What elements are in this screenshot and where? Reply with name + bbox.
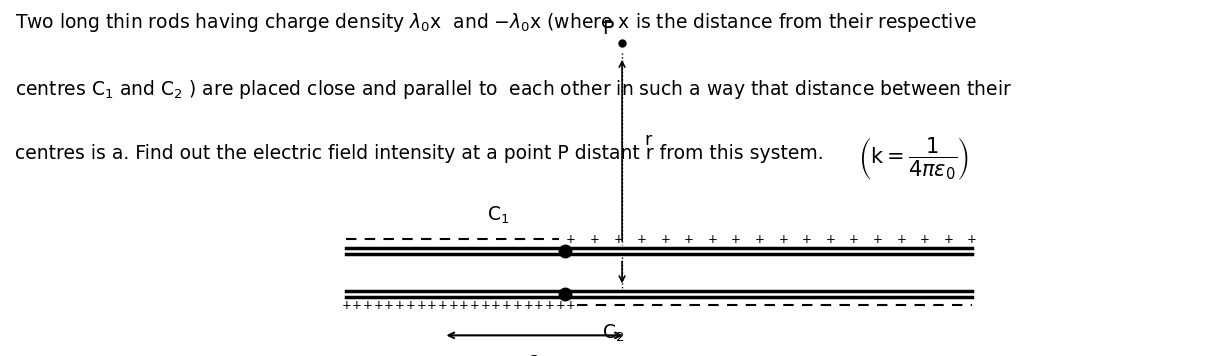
Text: Two long thin rods having charge density $\lambda_0$x  and $-\lambda_0$x (where : Two long thin rods having charge density… bbox=[15, 11, 976, 34]
Text: +: + bbox=[544, 299, 554, 312]
Text: +: + bbox=[363, 299, 373, 312]
Text: +: + bbox=[341, 299, 351, 312]
Text: r: r bbox=[644, 131, 651, 149]
Text: +: + bbox=[384, 299, 394, 312]
Text: +: + bbox=[684, 233, 694, 246]
Text: centres is a. Find out the electric field intensity at a point P distant r from : centres is a. Find out the electric fiel… bbox=[15, 144, 824, 163]
Text: +: + bbox=[406, 299, 416, 312]
Text: +: + bbox=[967, 233, 977, 246]
Text: +: + bbox=[849, 233, 859, 246]
Text: +: + bbox=[944, 233, 954, 246]
Text: +: + bbox=[802, 233, 812, 246]
Text: C$_2$: C$_2$ bbox=[603, 322, 625, 344]
Text: P: P bbox=[601, 19, 614, 38]
Text: +: + bbox=[661, 233, 671, 246]
Text: C$_1$: C$_1$ bbox=[487, 205, 509, 226]
Text: +: + bbox=[614, 233, 623, 246]
Text: +: + bbox=[395, 299, 405, 312]
Text: +: + bbox=[352, 299, 362, 312]
Text: +: + bbox=[731, 233, 741, 246]
Text: +: + bbox=[825, 233, 836, 246]
Text: +: + bbox=[491, 299, 501, 312]
Text: +: + bbox=[555, 299, 565, 312]
Text: +: + bbox=[589, 233, 599, 246]
Text: +: + bbox=[524, 299, 533, 312]
Text: +: + bbox=[470, 299, 480, 312]
Text: +: + bbox=[897, 233, 906, 246]
Text: a: a bbox=[529, 351, 541, 356]
Text: +: + bbox=[637, 233, 646, 246]
Text: +: + bbox=[920, 233, 929, 246]
Text: +: + bbox=[755, 233, 764, 246]
Text: +: + bbox=[448, 299, 458, 312]
Text: centres C$_1$ and C$_2$ ) are placed close and parallel to  each other in such a: centres C$_1$ and C$_2$ ) are placed clo… bbox=[15, 78, 1012, 101]
Text: +: + bbox=[872, 233, 882, 246]
Text: +: + bbox=[779, 233, 789, 246]
Text: $\left(\mathrm{k} = \dfrac{1}{4\pi\epsilon_0}\right)$: $\left(\mathrm{k} = \dfrac{1}{4\pi\epsil… bbox=[858, 135, 968, 182]
Text: +: + bbox=[417, 299, 426, 312]
Text: +: + bbox=[459, 299, 469, 312]
Text: +: + bbox=[535, 299, 544, 312]
Text: +: + bbox=[426, 299, 437, 312]
Text: +: + bbox=[480, 299, 491, 312]
Text: +: + bbox=[707, 233, 718, 246]
Text: +: + bbox=[502, 299, 512, 312]
Text: +: + bbox=[566, 299, 576, 312]
Text: +: + bbox=[513, 299, 522, 312]
Text: +: + bbox=[566, 233, 576, 246]
Text: +: + bbox=[437, 299, 447, 312]
Text: +: + bbox=[373, 299, 383, 312]
